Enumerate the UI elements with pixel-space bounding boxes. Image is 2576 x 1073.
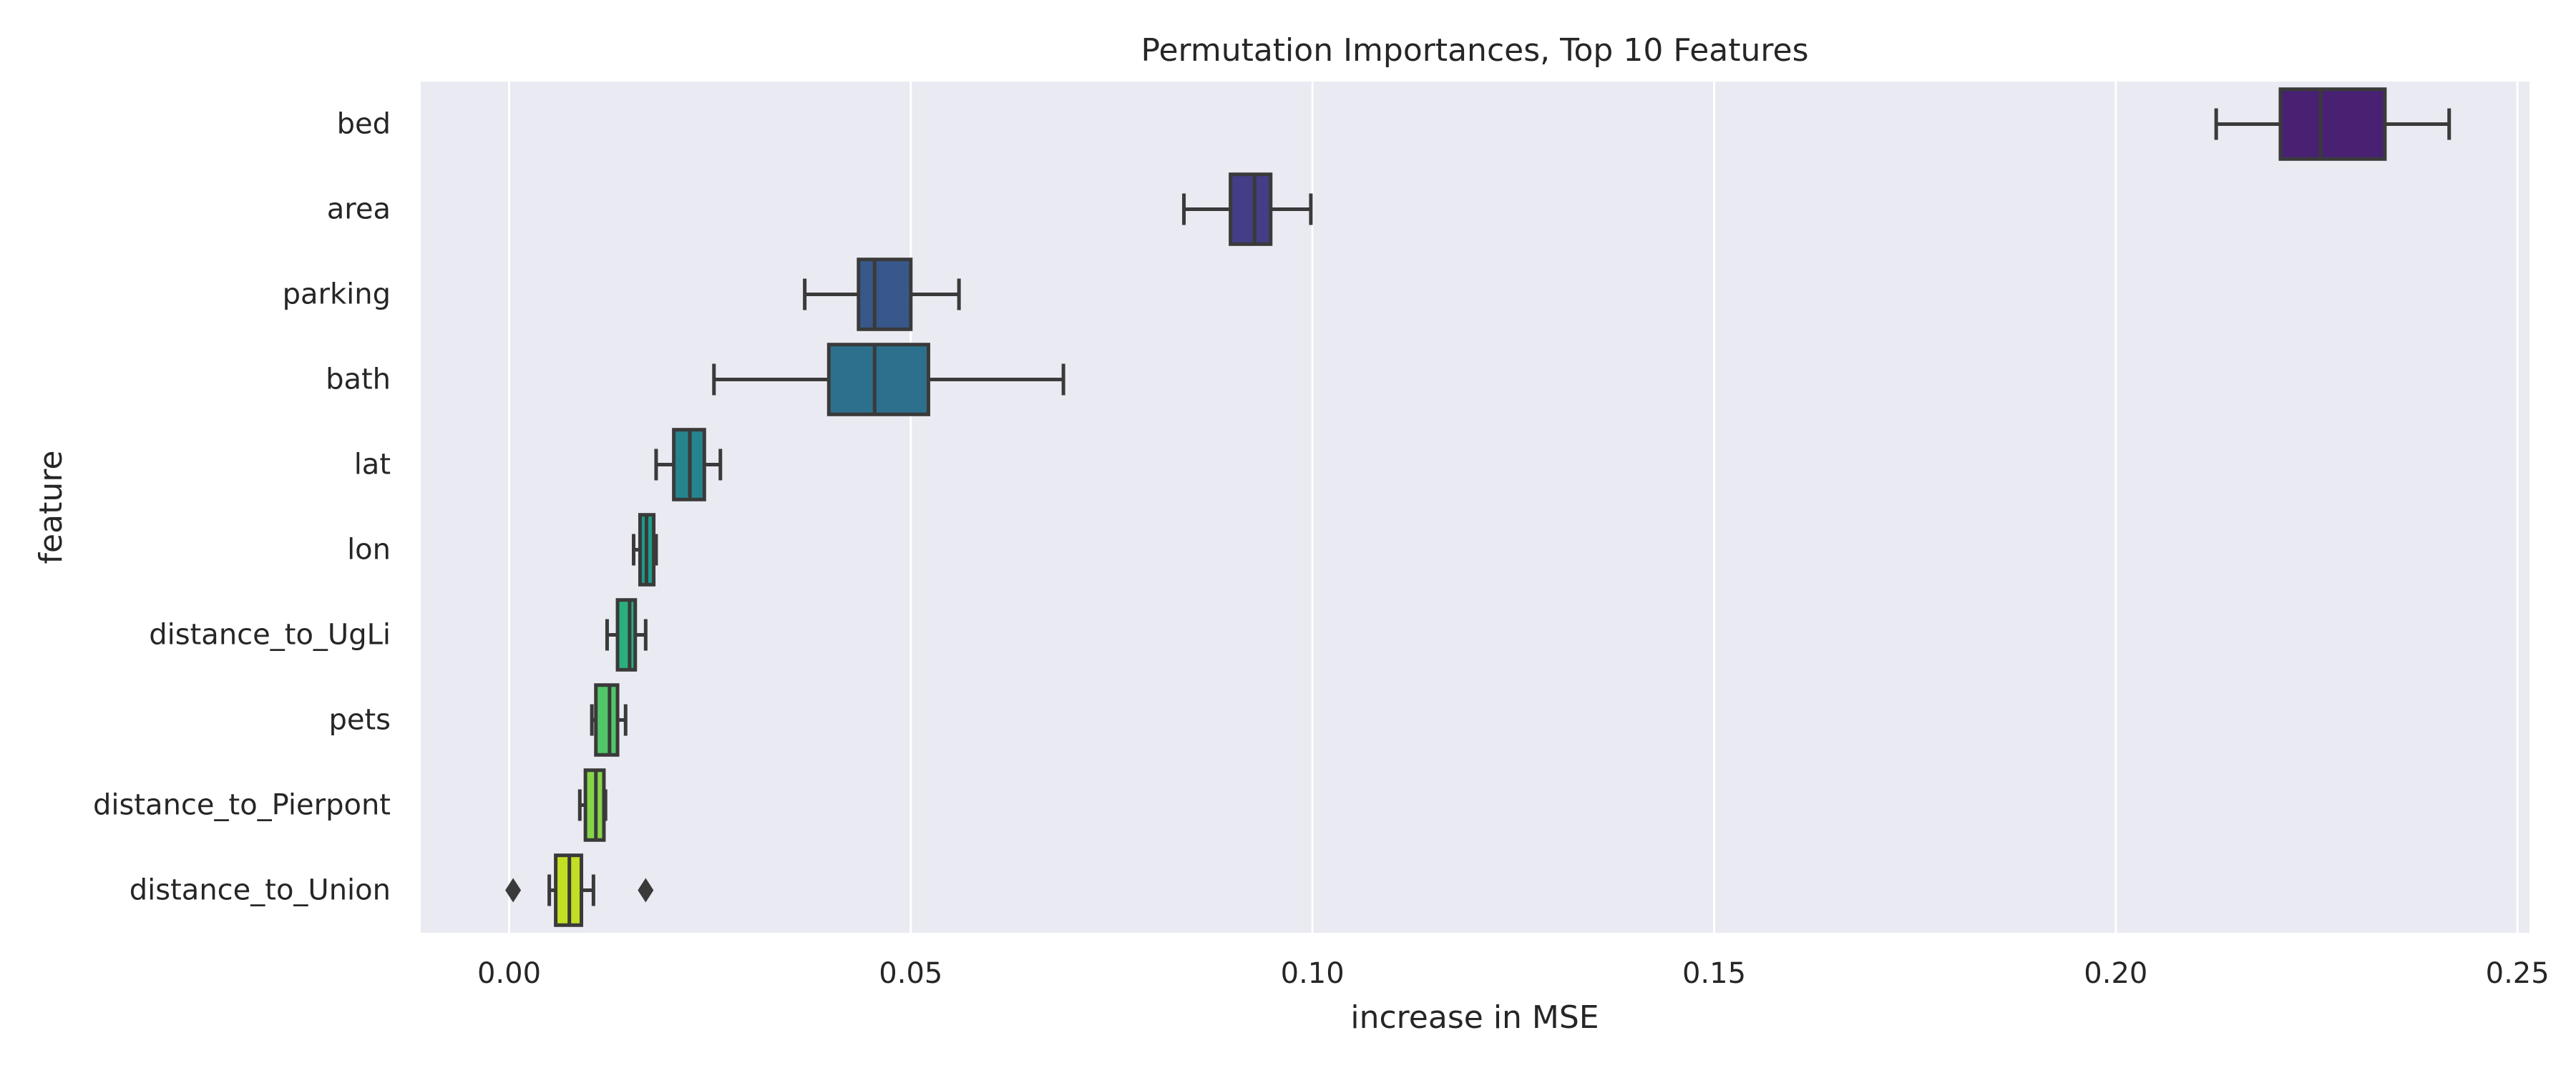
box-plots [505, 87, 2451, 927]
box-distance-to-Union [505, 853, 654, 927]
box-lon [632, 513, 658, 587]
outlier-point [505, 878, 522, 903]
y-tick-label: distance_to_UgLi [149, 619, 391, 652]
box-iqr [615, 598, 638, 672]
box-distance-to-Pierpont [577, 768, 608, 842]
x-tick-label: 0.25 [2486, 957, 2550, 990]
x-axis-label: increase in MSE [1350, 999, 1599, 1036]
box-iqr [594, 683, 620, 757]
box-pets [590, 683, 628, 757]
y-tick-label: lon [347, 534, 391, 567]
box-iqr [2278, 87, 2387, 161]
x-tick-labels: 0.00 0.05 0.10 0.15 0.20 0.25 [477, 957, 2550, 990]
box-area [1182, 172, 1313, 246]
x-tick-label: 0.00 [477, 957, 541, 990]
y-tick-label: distance_to_Union [130, 874, 391, 907]
box-lat [654, 428, 723, 501]
plot-area [421, 82, 2529, 933]
x-tick-label: 0.10 [1281, 957, 1345, 990]
y-tick-labels: bed area parking bath lat lon distance_to_UgLi… [93, 108, 391, 907]
y-tick-label: distance_to_Pierpont [93, 789, 391, 822]
box-iqr [857, 258, 913, 331]
x-tick-label: 0.05 [879, 957, 942, 990]
x-tick-label: 0.15 [1682, 957, 1746, 990]
outlier-point [638, 878, 654, 903]
box-iqr [826, 343, 931, 416]
y-tick-label: parking [283, 278, 391, 311]
y-tick-label: lat [354, 449, 391, 481]
y-tick-label: bath [326, 363, 391, 396]
chart-title: Permutation Importances, Top 10 Features [1141, 32, 1808, 69]
y-axis-label: feature [33, 451, 69, 564]
box-bed [2214, 87, 2451, 161]
y-tick-label: pets [328, 704, 391, 737]
box-iqr [1229, 172, 1273, 246]
box-distance-to-UgLi [605, 598, 648, 672]
box-parking [803, 258, 961, 331]
y-tick-label: bed [337, 108, 391, 141]
x-tick-label: 0.20 [2084, 957, 2147, 990]
y-tick-label: area [327, 193, 391, 226]
box-bath [712, 343, 1065, 416]
